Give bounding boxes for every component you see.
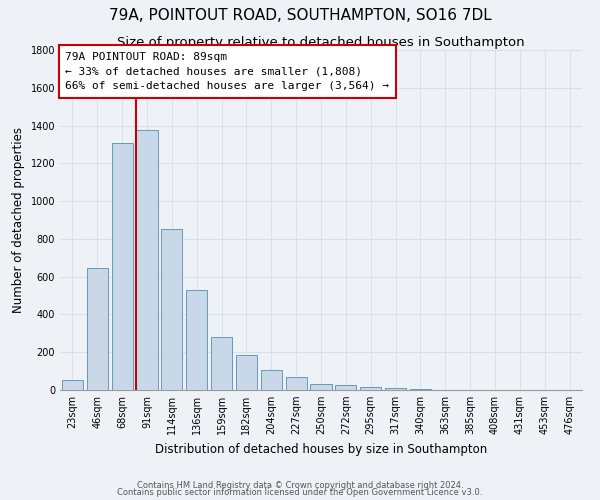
- Bar: [310, 384, 332, 390]
- Text: 79A, POINTOUT ROAD, SOUTHAMPTON, SO16 7DL: 79A, POINTOUT ROAD, SOUTHAMPTON, SO16 7D…: [109, 8, 491, 22]
- Bar: [236, 355, 257, 390]
- Title: Size of property relative to detached houses in Southampton: Size of property relative to detached ho…: [117, 36, 525, 49]
- Bar: [261, 370, 282, 390]
- Bar: [211, 337, 232, 390]
- Bar: [286, 377, 307, 390]
- Bar: [62, 380, 83, 390]
- Y-axis label: Number of detached properties: Number of detached properties: [12, 127, 25, 313]
- Text: 79A POINTOUT ROAD: 89sqm
← 33% of detached houses are smaller (1,808)
66% of sem: 79A POINTOUT ROAD: 89sqm ← 33% of detach…: [65, 52, 389, 92]
- Bar: [87, 268, 108, 390]
- Bar: [136, 130, 158, 390]
- Bar: [161, 230, 182, 390]
- X-axis label: Distribution of detached houses by size in Southampton: Distribution of detached houses by size …: [155, 442, 487, 456]
- Text: Contains HM Land Registry data © Crown copyright and database right 2024.: Contains HM Land Registry data © Crown c…: [137, 480, 463, 490]
- Bar: [112, 142, 133, 390]
- Bar: [360, 387, 381, 390]
- Bar: [186, 290, 207, 390]
- Bar: [385, 388, 406, 390]
- Text: Contains public sector information licensed under the Open Government Licence v3: Contains public sector information licen…: [118, 488, 482, 497]
- Bar: [335, 386, 356, 390]
